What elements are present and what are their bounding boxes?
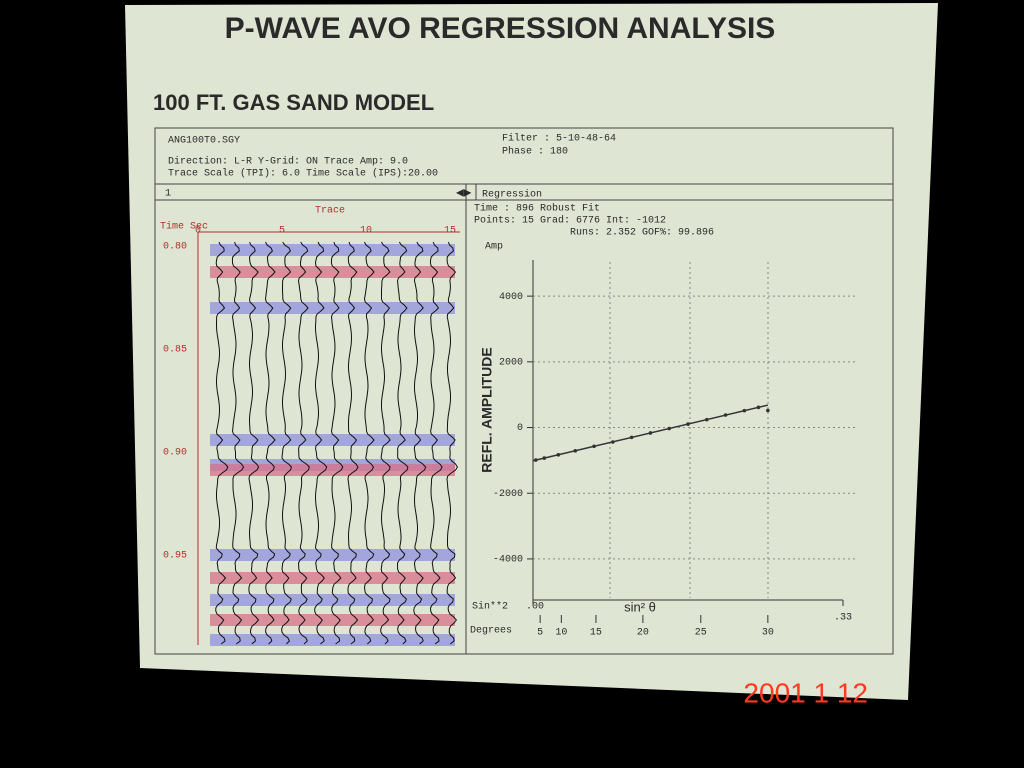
trace bbox=[330, 241, 344, 645]
trace bbox=[314, 241, 328, 645]
seismic-section: 0 5 10 15 0.80 0.85 0.90 0.95 bbox=[163, 226, 460, 646]
regression-title: Regression bbox=[482, 189, 542, 201]
trace bbox=[215, 241, 229, 645]
x2-tick-label: 10 bbox=[555, 628, 567, 639]
time-title: Time Sec bbox=[160, 221, 208, 233]
trace bbox=[396, 241, 409, 645]
amplitude-band bbox=[210, 464, 455, 476]
phase: Phase : 180 bbox=[502, 146, 568, 158]
subtitle: 100 FT. GAS SAND MODEL bbox=[153, 90, 434, 115]
y-unit: Amp bbox=[485, 242, 503, 253]
trace bbox=[248, 241, 260, 645]
date-stamp: 2001 1 12 bbox=[743, 677, 868, 708]
y-tick-label: -2000 bbox=[493, 489, 523, 500]
trace bbox=[413, 241, 427, 645]
frame bbox=[154, 127, 894, 655]
regression-plot: 4000 2000 0 -2000 -4000 .00 .33 5 10 15 20 25 30 bbox=[493, 260, 855, 639]
trace-label: 10 bbox=[360, 226, 372, 237]
y-axis-title: REFL. AMPLITUDE bbox=[479, 347, 495, 472]
x-axis-title: sin² θ bbox=[624, 599, 656, 614]
x2-tick-label: 20 bbox=[637, 628, 649, 639]
y-tick-label: 4000 bbox=[499, 292, 523, 303]
y-tick-label: 0 bbox=[517, 423, 523, 434]
title: P-WAVE AVO REGRESSION ANALYSIS bbox=[225, 12, 776, 45]
trace bbox=[446, 241, 458, 645]
x2-tick-label: 15 bbox=[590, 628, 602, 639]
trace-label: 15 bbox=[444, 226, 456, 237]
x2-tick-label: 5 bbox=[537, 628, 543, 639]
regression-line: Time : 896 Robust Fit bbox=[474, 203, 600, 215]
trace bbox=[231, 241, 245, 645]
time-label: 0.90 bbox=[163, 448, 187, 459]
x2-tick-label: 30 bbox=[762, 628, 774, 639]
amplitude-band bbox=[210, 634, 455, 646]
point bbox=[766, 408, 770, 413]
trace bbox=[264, 241, 276, 645]
trace bbox=[281, 241, 292, 645]
trace-label: 0 bbox=[195, 226, 201, 237]
y-tick-label: 2000 bbox=[499, 357, 523, 368]
y-tick-label: -4000 bbox=[493, 555, 523, 566]
trace bbox=[380, 241, 391, 645]
amplitude-band bbox=[210, 549, 455, 561]
x2-tick-label: 25 bbox=[695, 628, 707, 639]
x-prefix: Sin**2 bbox=[472, 601, 508, 613]
scales: Trace Scale (TPI): 6.0 Time Scale (IPS):… bbox=[168, 168, 438, 180]
file-name: ANG100T0.SGY bbox=[168, 136, 240, 147]
amplitude-band bbox=[210, 572, 455, 584]
slide bbox=[125, 3, 938, 700]
arrows: ◀▶ bbox=[456, 188, 472, 199]
regression-line: Runs: 2.352 GOF%: 99.896 bbox=[570, 228, 714, 239]
amplitude-band bbox=[210, 266, 455, 278]
x2-axis-title: Degrees bbox=[470, 626, 512, 637]
panel-tab: 1 bbox=[165, 189, 171, 200]
amplitude-band bbox=[210, 434, 455, 446]
trace bbox=[347, 241, 359, 645]
filter: Filter : 5-10-48-64 bbox=[502, 133, 616, 145]
regression-line: Points: 15 Grad: 6776 Int: -1012 bbox=[474, 215, 666, 227]
x-tick-label: .00 bbox=[526, 602, 544, 613]
time-label: 0.80 bbox=[163, 242, 187, 253]
grid-vertical bbox=[609, 262, 769, 598]
trace bbox=[363, 241, 375, 645]
amplitude-band bbox=[210, 244, 455, 256]
trace-label: 5 bbox=[279, 226, 285, 237]
trace bbox=[297, 241, 310, 645]
trace bbox=[429, 241, 443, 645]
time-label: 0.85 bbox=[163, 345, 187, 356]
time-label: 0.95 bbox=[163, 551, 187, 562]
trace-title: Trace bbox=[315, 206, 345, 217]
fit-line bbox=[532, 404, 769, 462]
x-tick-label: .33 bbox=[834, 613, 852, 624]
settings: Direction: L-R Y-Grid: ON Trace Amp: 9.0 bbox=[168, 156, 408, 168]
